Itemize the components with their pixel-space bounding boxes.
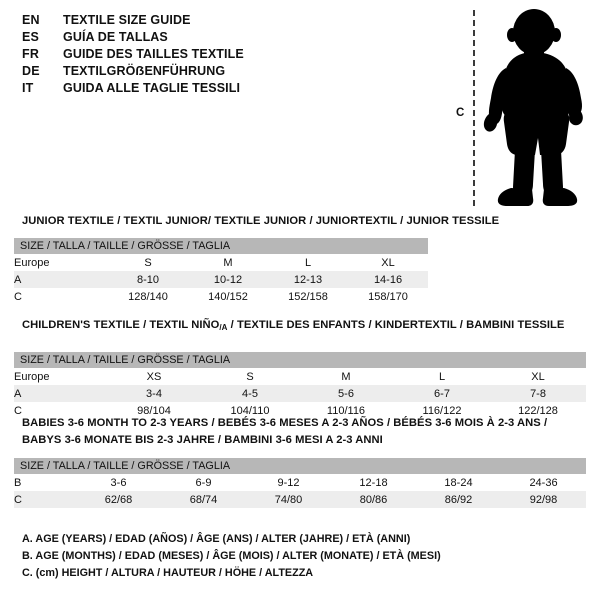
cell-value: 110/116 <box>298 402 394 419</box>
cell-value: 8-10 <box>108 271 188 288</box>
cell-value: 128/140 <box>108 288 188 305</box>
row-label: C <box>14 402 106 419</box>
cell-value: S <box>202 368 298 385</box>
cell-value: 6-7 <box>394 385 490 402</box>
cell-value: 18-24 <box>416 474 501 491</box>
height-measure-dashed-line <box>473 10 475 206</box>
table-row: A 3-4 4-5 5-6 6-7 7-8 <box>14 385 587 402</box>
language-code: EN <box>22 13 40 27</box>
cell-value: 74/80 <box>246 491 331 508</box>
cell-value: 80/86 <box>331 491 416 508</box>
cell-value: 92/98 <box>501 491 587 508</box>
legend-row-b: B. AGE (MONTHS) / EDAD (MESES) / ÂGE (MO… <box>22 550 441 562</box>
toddler-silhouette-icon <box>483 9 583 206</box>
cell-value: 4-5 <box>202 385 298 402</box>
cell-value: 62/68 <box>76 491 161 508</box>
cell-value: 68/74 <box>161 491 246 508</box>
language-row-fr: FR GUIDE DES TAILLES TEXTILE <box>22 46 422 63</box>
language-code: IT <box>22 81 34 95</box>
language-title: TEXTILE SIZE GUIDE <box>63 13 191 27</box>
junior-size-table: SIZE / TALLA / TAILLE / GRÖSSE / TAGLIA … <box>14 238 429 305</box>
language-code: ES <box>22 30 40 44</box>
cell-value: L <box>394 368 490 385</box>
cell-value: XL <box>490 368 587 385</box>
cell-value: 12-18 <box>331 474 416 491</box>
language-row-it: IT GUIDA ALLE TAGLIE TESSILI <box>22 80 422 97</box>
cell-value: L <box>268 254 348 271</box>
heading-subscript: /A <box>219 323 228 332</box>
language-title-block: EN TEXTILE SIZE GUIDE ES GUÍA DE TALLAS … <box>22 12 422 97</box>
cell-value: 152/158 <box>268 288 348 305</box>
language-row-es: ES GUÍA DE TALLAS <box>22 29 422 46</box>
language-title: GUIDE DES TAILLES TEXTILE <box>63 47 244 61</box>
heading-part: / TEXTILE DES ENFANTS / KINDERTEXTIL / B… <box>227 319 565 331</box>
cell-value: 158/170 <box>348 288 429 305</box>
row-label: C <box>14 491 76 508</box>
cell-value: XL <box>348 254 429 271</box>
table-row: Europe XS S M L XL <box>14 368 587 385</box>
babies-size-table: SIZE / TALLA / TAILLE / GRÖSSE / TAGLIA … <box>14 458 587 508</box>
band-label: SIZE / TALLA / TAILLE / GRÖSSE / TAGLIA <box>14 458 587 474</box>
cell-value: 7-8 <box>490 385 587 402</box>
cell-value: S <box>108 254 188 271</box>
language-row-en: EN TEXTILE SIZE GUIDE <box>22 12 422 29</box>
cell-value: 14-16 <box>348 271 429 288</box>
row-label: B <box>14 474 76 491</box>
cell-value: 12-13 <box>268 271 348 288</box>
cell-value: 104/110 <box>202 402 298 419</box>
cell-value: 9-12 <box>246 474 331 491</box>
cell-value: 140/152 <box>188 288 268 305</box>
table-header-band: SIZE / TALLA / TAILLE / GRÖSSE / TAGLIA <box>14 238 429 254</box>
band-label: SIZE / TALLA / TAILLE / GRÖSSE / TAGLIA <box>14 352 587 368</box>
table-header-band: SIZE / TALLA / TAILLE / GRÖSSE / TAGLIA <box>14 352 587 368</box>
row-label: A <box>14 385 106 402</box>
section-heading-children: CHILDREN'S TEXTILE / TEXTIL NIÑO/A / TEX… <box>22 319 564 332</box>
legend-row-a: A. AGE (YEARS) / EDAD (AÑOS) / ÂGE (ANS)… <box>22 533 411 545</box>
cell-value: 86/92 <box>416 491 501 508</box>
language-code: FR <box>22 47 40 61</box>
table-row: C 98/104 104/110 110/116 116/122 122/128 <box>14 402 587 419</box>
cell-value: 3-6 <box>76 474 161 491</box>
row-label: C <box>14 288 108 305</box>
cell-value: M <box>188 254 268 271</box>
table-row: Europe S M L XL <box>14 254 429 271</box>
table-row: A 8-10 10-12 12-13 14-16 <box>14 271 429 288</box>
section-heading-junior: JUNIOR TEXTILE / TEXTIL JUNIOR/ TEXTILE … <box>22 215 500 227</box>
band-label: SIZE / TALLA / TAILLE / GRÖSSE / TAGLIA <box>14 238 429 254</box>
table-row: C 128/140 140/152 152/158 158/170 <box>14 288 429 305</box>
cell-value: 116/122 <box>394 402 490 419</box>
row-label: A <box>14 271 108 288</box>
section-heading-babies-line1: BABIES 3-6 MONTH TO 2-3 YEARS / BEBÉS 3-… <box>22 417 548 429</box>
cell-value: 6-9 <box>161 474 246 491</box>
language-title: TEXTILGRÖẞENFÜHRUNG <box>63 64 226 78</box>
legend-block: A. AGE (YEARS) / EDAD (AÑOS) / ÂGE (ANS)… <box>22 531 492 582</box>
cell-value: 3-4 <box>106 385 202 402</box>
section-heading-babies-line2: BABYS 3-6 MONATE BIS 2-3 JAHRE / BAMBINI… <box>22 434 383 446</box>
table-row: C 62/68 68/74 74/80 80/86 86/92 92/98 <box>14 491 587 508</box>
language-row-de: DE TEXTILGRÖẞENFÜHRUNG <box>22 63 422 80</box>
cell-value: 10-12 <box>188 271 268 288</box>
language-code: DE <box>22 64 40 78</box>
table-header-band: SIZE / TALLA / TAILLE / GRÖSSE / TAGLIA <box>14 458 587 474</box>
language-title: GUIDA ALLE TAGLIE TESSILI <box>63 81 241 95</box>
language-title: GUÍA DE TALLAS <box>63 30 168 44</box>
height-measure-label: C <box>456 107 465 119</box>
row-label: Europe <box>14 254 108 271</box>
cell-value: XS <box>106 368 202 385</box>
cell-value: 5-6 <box>298 385 394 402</box>
cell-value: M <box>298 368 394 385</box>
table-row: B 3-6 6-9 9-12 12-18 18-24 24-36 <box>14 474 587 491</box>
heading-part: CHILDREN'S TEXTILE / TEXTIL NIÑO <box>22 319 220 331</box>
children-size-table: SIZE / TALLA / TAILLE / GRÖSSE / TAGLIA … <box>14 352 587 419</box>
cell-value: 98/104 <box>106 402 202 419</box>
cell-value: 24-36 <box>501 474 587 491</box>
cell-value: 122/128 <box>490 402 587 419</box>
row-label: Europe <box>14 368 106 385</box>
legend-row-c: C. (cm) HEIGHT / ALTURA / HAUTEUR / HÖHE… <box>22 567 314 579</box>
